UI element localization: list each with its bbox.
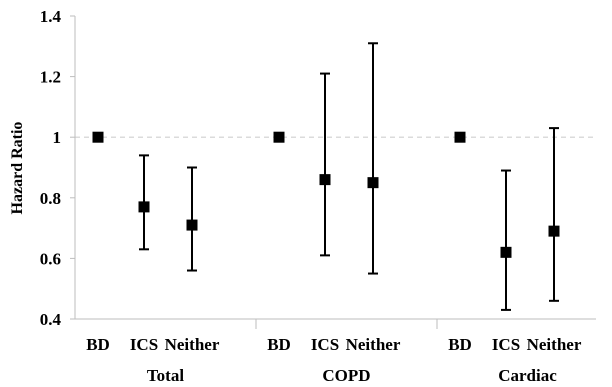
y-tick-label: 1.2 xyxy=(40,68,61,87)
category-label: ICS xyxy=(130,335,158,354)
y-tick-label: 1.4 xyxy=(40,7,62,26)
category-label: ICS xyxy=(311,335,339,354)
data-point-marker xyxy=(319,174,331,186)
group-total: BD ICS Neither Total xyxy=(86,131,220,385)
data-point-marker xyxy=(273,131,285,143)
group-label: Total xyxy=(147,366,184,385)
y-tick-label: 1 xyxy=(53,128,62,147)
category-label: ICS xyxy=(492,335,520,354)
category-label: BD xyxy=(448,335,472,354)
data-point-marker xyxy=(454,131,466,143)
data-point-marker xyxy=(138,201,150,213)
data-point-marker xyxy=(92,131,104,143)
category-label: Neither xyxy=(527,335,582,354)
plot-area: 0.4 0.6 0.8 1 1.2 1.4 BD ICS Neither Total BD ICS Ne… xyxy=(40,7,596,385)
y-axis-title: Hazard Ratio xyxy=(9,122,26,215)
category-label: Neither xyxy=(165,335,220,354)
y-tick-label: 0.8 xyxy=(40,189,61,208)
data-point-marker xyxy=(548,225,560,237)
category-label: BD xyxy=(267,335,291,354)
category-label: BD xyxy=(86,335,110,354)
group-label: Cardiac xyxy=(498,366,557,385)
group-copd: BD ICS Neither COPD xyxy=(267,42,401,385)
group-label: COPD xyxy=(322,366,370,385)
category-label: Neither xyxy=(346,335,401,354)
group-cardiac: BD ICS Neither Cardiac xyxy=(448,127,582,385)
data-point-marker xyxy=(367,177,379,189)
y-tick-label: 0.6 xyxy=(40,249,61,268)
data-point-marker xyxy=(500,246,512,258)
y-tick-label: 0.4 xyxy=(40,310,62,329)
data-point-marker xyxy=(186,219,198,231)
